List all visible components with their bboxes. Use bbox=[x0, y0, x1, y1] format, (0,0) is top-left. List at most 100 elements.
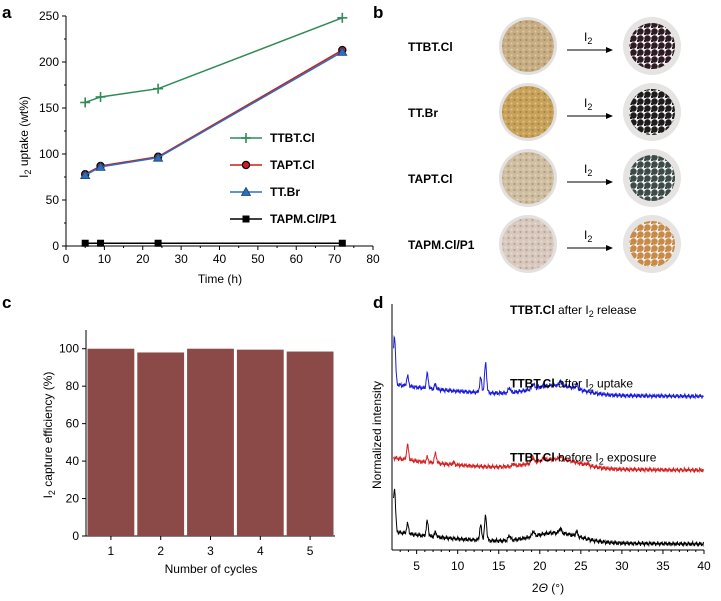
panel-a-ytick-label: 200 bbox=[39, 55, 59, 69]
panel-d-curve-label: TTBT.Cl after I2 release bbox=[510, 303, 637, 319]
panel-c-xtick-label: 5 bbox=[307, 544, 314, 558]
panel-a-xtick-label: 20 bbox=[136, 252, 150, 266]
panel-a-legend-marker bbox=[241, 133, 251, 143]
panel-a-legend-marker bbox=[242, 215, 250, 223]
panel-d-xtick-label: 20 bbox=[533, 559, 547, 573]
panel-d-pattern-2 bbox=[393, 488, 704, 548]
panel-b-arrow-label-main: I bbox=[584, 162, 587, 176]
panel-b-sample-label: TTBT.Cl bbox=[408, 40, 453, 54]
panel-c-ytick-label: 20 bbox=[66, 492, 80, 506]
panel-label-c: c bbox=[2, 293, 11, 312]
panel-d-curve-label-sub: 2 bbox=[599, 456, 604, 466]
panel-d-xtick-label: 15 bbox=[492, 559, 506, 573]
panel-a-ylabel: I2 uptake (wt%) bbox=[17, 96, 33, 178]
panel-b-arrow-head bbox=[606, 179, 613, 185]
panel-d-xtick-label: 35 bbox=[656, 559, 670, 573]
panel-c-ytick-label: 40 bbox=[66, 454, 80, 468]
panel-a-legend: TTBT.Cl TAPT.Cl TT.Br TAPM.Cl/P1 bbox=[230, 131, 337, 226]
panel-a-point bbox=[337, 12, 348, 23]
panel-d-curve-label-desc: after I bbox=[555, 303, 589, 317]
panel-c-xtick-label: 3 bbox=[207, 544, 214, 558]
panel-d-curve-label-sub: 2 bbox=[589, 309, 594, 319]
panel-b-sample-label: TAPM.Cl/P1 bbox=[408, 238, 475, 252]
panel-b-arrow-label: I2 bbox=[584, 162, 592, 178]
panel-d-xtick-label: 10 bbox=[451, 559, 465, 573]
panel-c-ytick-label: 100 bbox=[59, 342, 79, 356]
panel-d-curve-label-sub: 2 bbox=[589, 383, 594, 393]
panel-a-xtick-label: 80 bbox=[366, 252, 380, 266]
panel-a-xtick-label: 0 bbox=[63, 252, 70, 266]
panel-a-series-line-0 bbox=[84, 17, 343, 104]
panel-b-sample-before bbox=[502, 20, 554, 72]
panel-c-bar bbox=[87, 348, 135, 536]
panel-a-point bbox=[154, 239, 162, 247]
panel-a-point bbox=[80, 169, 91, 180]
panel-a-ytick-label: 50 bbox=[46, 193, 60, 207]
panel-a-chart: 0 10 20 30 40 50 60 70 80 0 50 100 150 200 250 TTBT.Cl… bbox=[17, 9, 380, 286]
panel-a-point bbox=[97, 239, 105, 247]
panel-a-point bbox=[95, 91, 106, 102]
panel-d-curve-label-end: release bbox=[594, 303, 637, 317]
panel-a-xtick-label: 70 bbox=[328, 252, 342, 266]
panel-b-arrow-head bbox=[606, 245, 613, 251]
panel-a-legend-label: TAPM.Cl/P1 bbox=[270, 212, 337, 226]
panel-d-axes: 5 10 15 20 25 30 35 40 bbox=[391, 304, 711, 573]
panel-c-bar bbox=[137, 352, 185, 536]
panel-d-xtick-label: 5 bbox=[413, 559, 420, 573]
panel-c-xlabel: Number of cycles bbox=[165, 562, 258, 576]
panel-c-ytick-label: 60 bbox=[66, 417, 80, 431]
panel-d-xtick-label: 40 bbox=[697, 559, 711, 573]
panel-d-curve-label-name: TTBT.Cl bbox=[510, 450, 555, 464]
panel-d-chart: 5 10 15 20 25 30 35 40 TTBT.Cl after I2 release… bbox=[370, 303, 711, 595]
panel-d-curve-label: TTBT.Cl after I2 uptake bbox=[510, 377, 633, 393]
panel-d-pattern-1 bbox=[393, 443, 704, 474]
panel-d-curve-label-end: uptake bbox=[594, 377, 634, 391]
panel-d-curve-label-name: TTBT.Cl bbox=[510, 303, 555, 317]
panel-a-axes: 0 10 20 30 40 50 60 70 80 0 50 100 150 200 250 bbox=[39, 9, 380, 266]
panel-c-xtick-label: 2 bbox=[157, 544, 164, 558]
panel-d-xtick-label: 25 bbox=[574, 559, 588, 573]
panel-d-xtick-label: 30 bbox=[615, 559, 629, 573]
panel-a-series-line-1 bbox=[84, 49, 343, 175]
panel-d-pattern-0 bbox=[393, 335, 704, 400]
panel-b-sample-after bbox=[629, 89, 675, 135]
panel-b-sample-after bbox=[629, 23, 675, 69]
panel-d-curve-label-end: exposure bbox=[604, 450, 657, 464]
panel-d-curve-label-desc: before I bbox=[555, 450, 599, 464]
panel-a-ytick-label: 0 bbox=[52, 239, 59, 253]
panel-a-series-line-2 bbox=[84, 51, 343, 176]
panel-c-bar bbox=[236, 349, 284, 536]
panel-b-arrow-label-sub: 2 bbox=[587, 168, 592, 178]
panel-a-point bbox=[95, 161, 106, 171]
panel-b-sample-label: TAPT.Cl bbox=[408, 172, 452, 186]
panel-c-bar bbox=[187, 348, 234, 536]
panel-b-arrow-label-main: I bbox=[584, 228, 587, 242]
panel-b-sample-before bbox=[502, 86, 554, 138]
panel-a-legend-marker bbox=[240, 186, 252, 196]
panel-a-legend-label: TTBT.Cl bbox=[270, 131, 315, 145]
panel-a-xtick-label: 30 bbox=[174, 252, 188, 266]
panel-a-xtick-label: 40 bbox=[213, 252, 227, 266]
panel-label-b: b bbox=[373, 3, 383, 22]
panel-d-curve-label-name: TTBT.Cl bbox=[510, 377, 555, 391]
panel-a-point bbox=[80, 97, 91, 108]
panel-c-chart: 0 20 40 60 80 100 1 2 3 4 5 Number of cycles I2 ca… bbox=[41, 330, 335, 576]
panel-c-ylabel: I2 capture efficiency (%) bbox=[41, 372, 57, 499]
panel-b-arrow-label-main: I bbox=[584, 30, 587, 44]
panel-b-arrow-head bbox=[606, 113, 613, 119]
panel-a-ytick-label: 250 bbox=[39, 9, 59, 23]
panel-d-ylabel: Normalized intensity bbox=[370, 381, 384, 489]
panel-d-curve-label: TTBT.Cl before I2 exposure bbox=[510, 450, 657, 466]
panel-c-ytick-label: 80 bbox=[66, 379, 80, 393]
panel-a-legend-marker bbox=[241, 160, 251, 170]
panel-a-xlabel: Time (h) bbox=[198, 272, 242, 286]
panel-b-arrow-label: I2 bbox=[584, 228, 592, 244]
panel-c-xtick-label: 1 bbox=[108, 544, 115, 558]
panel-b-sample-before bbox=[502, 152, 554, 204]
panel-b-arrow-label-sub: 2 bbox=[587, 102, 592, 112]
panel-a-point bbox=[338, 239, 346, 247]
panel-b-arrow-label: I2 bbox=[584, 96, 592, 112]
